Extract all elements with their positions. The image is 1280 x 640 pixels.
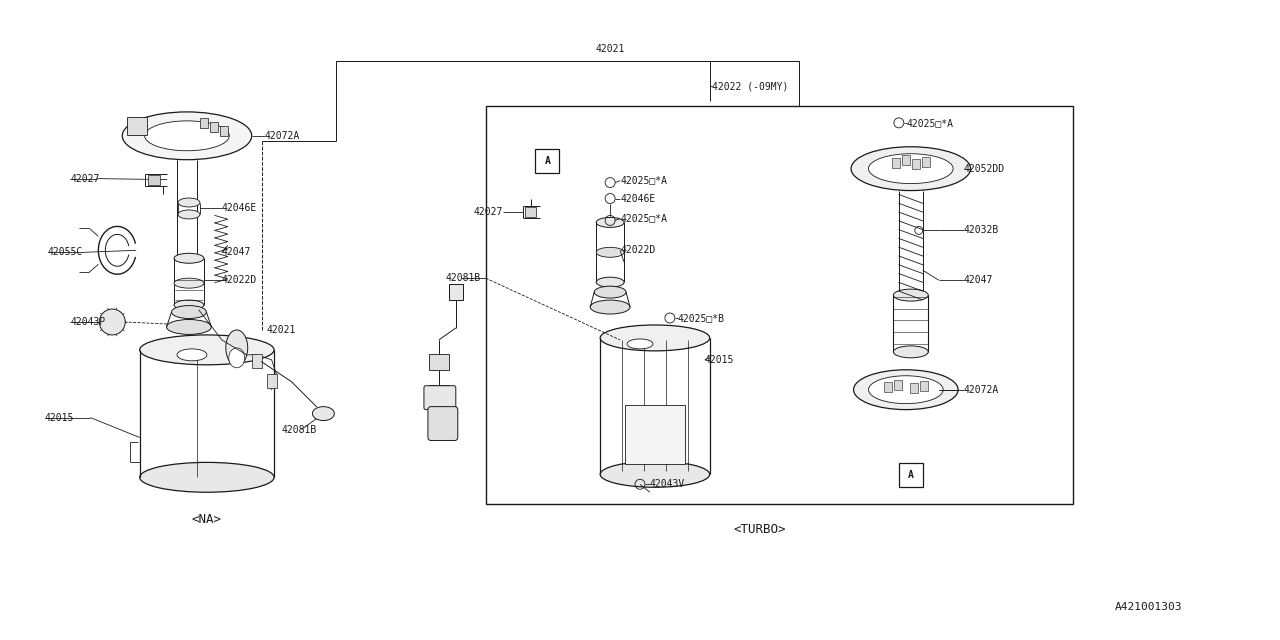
Text: 42052DD: 42052DD bbox=[964, 164, 1005, 173]
Ellipse shape bbox=[177, 349, 207, 361]
Text: 42021: 42021 bbox=[595, 44, 625, 54]
Bar bbox=[449, 284, 463, 300]
Ellipse shape bbox=[596, 277, 625, 287]
Ellipse shape bbox=[869, 376, 943, 404]
Ellipse shape bbox=[140, 335, 274, 365]
Ellipse shape bbox=[893, 289, 928, 301]
FancyBboxPatch shape bbox=[424, 386, 456, 410]
Text: 42043P: 42043P bbox=[70, 317, 106, 327]
Ellipse shape bbox=[596, 247, 625, 257]
Text: 42047: 42047 bbox=[964, 275, 993, 285]
Ellipse shape bbox=[854, 370, 959, 410]
Circle shape bbox=[100, 309, 125, 335]
Text: 42025□*A: 42025□*A bbox=[906, 118, 954, 128]
Bar bbox=[429, 354, 449, 370]
Ellipse shape bbox=[174, 253, 204, 263]
Ellipse shape bbox=[174, 278, 204, 288]
Ellipse shape bbox=[594, 286, 626, 298]
Text: 42072A: 42072A bbox=[265, 131, 300, 141]
Ellipse shape bbox=[600, 461, 709, 487]
Text: A: A bbox=[544, 156, 550, 166]
Bar bbox=[892, 157, 900, 168]
Text: 42025□*B: 42025□*B bbox=[678, 313, 724, 323]
Ellipse shape bbox=[312, 406, 334, 420]
Text: <NA>: <NA> bbox=[192, 513, 221, 525]
Text: 42046E: 42046E bbox=[221, 204, 257, 214]
Bar bbox=[884, 381, 892, 392]
Bar bbox=[210, 122, 218, 132]
Text: 42022D: 42022D bbox=[620, 245, 655, 255]
Text: 42027: 42027 bbox=[474, 207, 503, 218]
Bar bbox=[127, 117, 147, 135]
Ellipse shape bbox=[627, 339, 653, 349]
Bar bbox=[525, 207, 536, 218]
Bar bbox=[893, 380, 902, 390]
Ellipse shape bbox=[145, 121, 229, 151]
Ellipse shape bbox=[166, 319, 211, 335]
Text: 42032B: 42032B bbox=[964, 225, 998, 236]
Ellipse shape bbox=[172, 305, 206, 319]
Text: 42047: 42047 bbox=[221, 247, 251, 257]
Bar bbox=[625, 404, 685, 465]
Bar bbox=[899, 463, 923, 487]
Bar bbox=[535, 148, 559, 173]
Ellipse shape bbox=[178, 198, 200, 207]
Bar bbox=[922, 157, 929, 166]
Ellipse shape bbox=[178, 210, 200, 219]
Text: 42046E: 42046E bbox=[620, 193, 655, 204]
Bar bbox=[220, 126, 228, 136]
Ellipse shape bbox=[600, 325, 709, 351]
Bar bbox=[266, 374, 276, 388]
Ellipse shape bbox=[869, 154, 954, 184]
Ellipse shape bbox=[123, 112, 252, 160]
Ellipse shape bbox=[590, 300, 630, 314]
Text: 42072A: 42072A bbox=[964, 385, 998, 395]
Text: 42055C: 42055C bbox=[47, 247, 83, 257]
Text: 42025□*A: 42025□*A bbox=[620, 214, 667, 223]
Ellipse shape bbox=[140, 462, 274, 492]
Text: A: A bbox=[908, 470, 914, 481]
Text: 42081B: 42081B bbox=[282, 424, 317, 435]
Bar bbox=[911, 159, 920, 169]
Ellipse shape bbox=[851, 147, 970, 191]
Ellipse shape bbox=[174, 300, 204, 310]
Ellipse shape bbox=[596, 218, 625, 227]
Text: A421001303: A421001303 bbox=[1115, 602, 1183, 612]
Text: 42043V: 42043V bbox=[650, 479, 685, 490]
Bar bbox=[910, 383, 918, 393]
Text: 42015: 42015 bbox=[705, 355, 735, 365]
Text: 42027: 42027 bbox=[70, 173, 100, 184]
Text: <TURBO>: <TURBO> bbox=[733, 523, 786, 536]
FancyBboxPatch shape bbox=[428, 406, 458, 440]
Text: 42081B: 42081B bbox=[445, 273, 481, 283]
Bar bbox=[252, 354, 261, 368]
Ellipse shape bbox=[225, 330, 248, 366]
Bar bbox=[200, 118, 207, 128]
Bar bbox=[920, 381, 928, 390]
Bar bbox=[902, 155, 910, 164]
Text: 42021: 42021 bbox=[266, 325, 296, 335]
Ellipse shape bbox=[229, 348, 244, 368]
Text: 42022D: 42022D bbox=[221, 275, 257, 285]
Text: 42015: 42015 bbox=[45, 413, 74, 422]
Text: 42022 (-09MY): 42022 (-09MY) bbox=[712, 81, 788, 91]
Bar bbox=[485, 106, 1073, 504]
Ellipse shape bbox=[893, 346, 928, 358]
Text: 42025□*A: 42025□*A bbox=[620, 175, 667, 186]
Bar bbox=[148, 175, 160, 184]
